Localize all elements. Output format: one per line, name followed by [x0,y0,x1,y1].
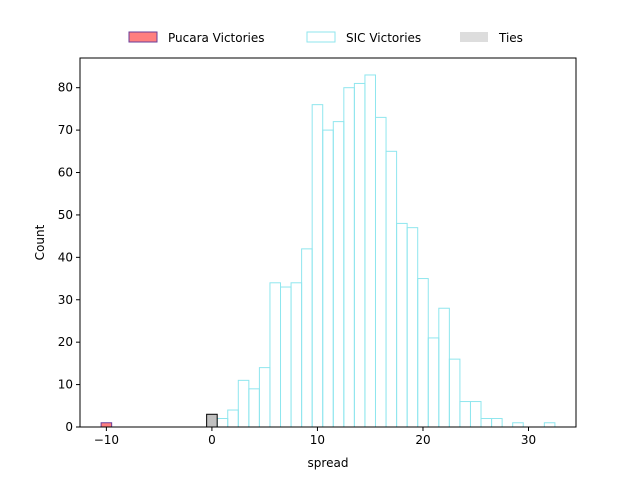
sic-victories-bar [343,87,355,428]
y-tick-label: 70 [58,123,73,137]
sic-victories-bar [332,121,345,428]
plot-frame [79,57,577,428]
sic-victories-bar [417,278,429,428]
sic-victories-bar [322,129,334,428]
x-tick-label: 20 [415,433,430,447]
sic-victories-bar [406,227,419,428]
x-tick-label: 0 [208,433,216,447]
legend-label: Pucara Victories [168,31,265,45]
sic-victories-bar [227,409,239,428]
sic-victories-bar [469,401,482,428]
sic-victories-bar [216,418,229,428]
y-tick-label: 60 [58,166,73,180]
sic-victories-bar [480,418,493,428]
x-axis-ticks: −10 0 10 20 30 [94,427,536,447]
x-tick-label: 10 [310,433,325,447]
y-tick-label: 30 [58,293,73,307]
legend-label: SIC Victories [346,31,421,45]
sic-victories-bar [311,104,324,428]
sic-victories-bar [301,248,313,428]
y-tick-label: 10 [58,378,73,392]
y-axis-label: Count [33,224,47,260]
legend-swatch [306,31,336,43]
legend-swatch [128,31,158,43]
sic-victories-bar [258,367,271,428]
y-tick-label: 20 [58,335,73,349]
legend-label: Ties [498,31,523,45]
y-tick-label: 40 [58,250,73,264]
sic-victories-bar [280,286,292,428]
x-tick-label: 30 [521,433,536,447]
y-tick-label: 80 [58,81,73,95]
bars-layer [100,74,556,428]
sic-victories-bar [448,358,461,428]
legend-swatch [460,32,488,42]
sic-victories-bar [353,82,366,428]
x-tick-label: −10 [94,433,119,447]
y-tick-label: 0 [65,420,73,434]
x-axis-label: spread [308,456,349,470]
ties-bar [206,413,218,428]
sic-victories-bar [237,379,250,428]
y-axis-ticks: 0 10 20 30 40 50 60 70 80 [58,81,80,434]
sic-victories-bar [290,282,303,428]
sic-victories-bar [438,307,450,428]
sic-victories-bar [459,401,471,428]
pucara-victories-bar [100,422,113,428]
sic-victories-bar [374,116,387,428]
legend: Pucara Victories SIC Victories Ties [128,31,523,45]
sic-victories-bar [512,422,524,428]
sic-victories-bar [396,222,408,428]
y-tick-label: 50 [58,208,73,222]
sic-victories-bar [427,337,440,428]
sic-victories-bar [364,74,376,428]
sic-victories-bar [269,282,282,428]
sic-victories-bar [491,418,503,428]
sic-victories-bar [385,150,398,428]
sic-victories-bar [543,422,556,428]
sic-victories-bar [248,388,260,428]
